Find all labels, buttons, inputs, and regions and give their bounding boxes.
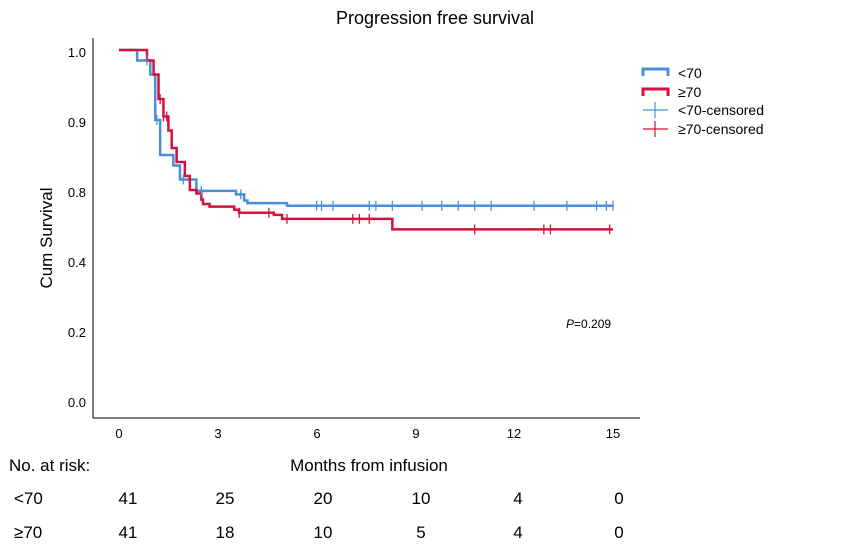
y-axis-label: Cum Survival xyxy=(37,187,56,288)
x-tick-label: 3 xyxy=(214,426,221,441)
y-tick-label: 1.0 xyxy=(68,45,86,60)
risk-row-label: ≥70 xyxy=(14,523,42,542)
risk-count: 41 xyxy=(119,523,138,542)
risk-count: 10 xyxy=(314,523,333,542)
risk-table-header: No. at risk: xyxy=(9,456,90,475)
legend-step-symbol-under-70 xyxy=(641,67,670,76)
risk-count: 25 xyxy=(216,489,235,508)
legend-label: ≥70-censored xyxy=(678,121,764,137)
series-line-70-and-over xyxy=(119,48,613,231)
series-line-under-70 xyxy=(119,48,613,207)
x-axis-label: Months from infusion xyxy=(290,456,448,475)
risk-count: 5 xyxy=(416,523,425,542)
y-tick-label: 0.8 xyxy=(68,185,86,200)
risk-count: 10 xyxy=(412,489,431,508)
legend-label: <70 xyxy=(678,65,702,81)
y-tick-label: 0.9 xyxy=(68,115,86,130)
x-tick-label: 15 xyxy=(606,426,620,441)
legend-censor-symbol-70-and-over xyxy=(643,121,668,137)
risk-count: 4 xyxy=(513,523,522,542)
legend-label: <70-censored xyxy=(678,102,764,118)
x-tick-label: 0 xyxy=(115,426,122,441)
p-value-annotation: P=0.209 xyxy=(566,317,611,331)
x-tick-label: 9 xyxy=(412,426,419,441)
risk-count: 41 xyxy=(119,489,138,508)
y-tick-label: 0.0 xyxy=(68,395,86,410)
risk-count: 4 xyxy=(513,489,522,508)
x-tick-label: 6 xyxy=(313,426,320,441)
p-value-number: =0.209 xyxy=(574,317,611,331)
legend: <70 ≥70 <70-censored ≥70-censored xyxy=(641,65,764,137)
risk-count: 18 xyxy=(216,523,235,542)
legend-censor-symbol-under-70 xyxy=(643,102,668,118)
y-tick-labels: 1.0 0.9 0.8 0.4 0.2 0.0 xyxy=(68,45,86,410)
y-tick-label: 0.2 xyxy=(68,325,86,340)
p-value-symbol: P xyxy=(566,317,574,331)
legend-label: ≥70 xyxy=(678,84,701,100)
risk-table: No. at risk: <70 41 25 20 10 4 0 ≥70 41 … xyxy=(9,456,624,542)
censor-marks-under-70 xyxy=(146,55,614,211)
x-tick-labels: 0 3 6 9 12 15 xyxy=(115,426,620,441)
risk-count: 0 xyxy=(614,523,623,542)
legend-step-symbol-70-and-over xyxy=(641,87,670,96)
y-tick-label: 0.4 xyxy=(68,255,86,270)
risk-row-label: <70 xyxy=(14,489,43,508)
risk-count: 20 xyxy=(314,489,333,508)
x-tick-label: 12 xyxy=(507,426,521,441)
chart-title: Progression free survival xyxy=(336,8,534,28)
censor-marks-70-and-over xyxy=(159,94,611,235)
risk-count: 0 xyxy=(614,489,623,508)
